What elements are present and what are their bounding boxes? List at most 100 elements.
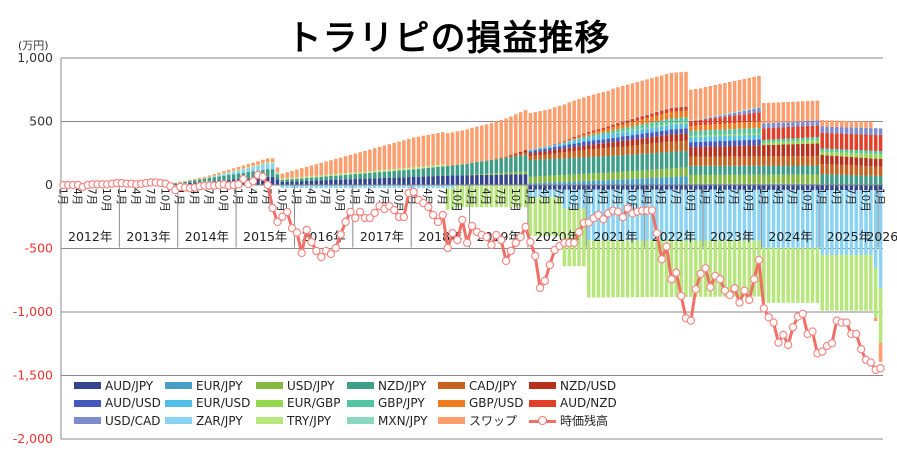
bar-スワップ	[771, 102, 776, 123]
bar-eur-jpy	[577, 181, 581, 185]
bar-usd-jpy	[528, 176, 533, 184]
bar-usd-jpy	[606, 172, 610, 181]
legend-swatch	[438, 399, 465, 407]
bar-try-jpy	[640, 240, 644, 298]
bar-eur-jpy	[674, 176, 679, 185]
bar-eur-usd	[557, 143, 562, 147]
bar-mxn-jpy	[747, 108, 751, 110]
bar-try-jpy	[309, 176, 314, 178]
bar-cad-jpy	[543, 154, 547, 160]
bar-try-jpy	[241, 168, 246, 170]
bar-usd-jpy	[664, 168, 669, 178]
bar-スワップ	[309, 165, 314, 177]
bar-nzd-jpy	[509, 157, 513, 173]
bar-aud-nzd	[635, 117, 640, 121]
line-point	[856, 345, 866, 354]
bar-スワップ	[869, 121, 873, 129]
bar-try-jpy	[421, 166, 426, 169]
bar-usd-cad	[815, 120, 820, 126]
bar-nzd-jpy	[416, 168, 421, 177]
bar-gbp-jpy	[708, 130, 713, 136]
bar-eur-jpy	[548, 182, 552, 185]
bar-usd-cad	[800, 121, 805, 127]
bar-nzd-usd	[844, 156, 849, 166]
bar-スワップ	[343, 156, 348, 174]
bar-usd-cad	[708, 117, 713, 119]
bar-try-jpy	[786, 247, 790, 303]
x-month-label: 10月	[684, 188, 696, 212]
bar-nzd-jpy	[338, 175, 343, 180]
bar-スワップ	[854, 121, 858, 128]
bar-eur-jpy	[747, 183, 751, 185]
bar-nzd-jpy	[533, 159, 537, 177]
line-point	[749, 275, 759, 284]
bar-zar-jpy	[645, 189, 649, 241]
line-point	[424, 202, 433, 212]
legend-swatch	[438, 417, 465, 424]
bar-aud-nzd	[732, 115, 737, 123]
bar-nzd-usd	[708, 146, 713, 157]
bar-nzd-jpy	[227, 174, 231, 180]
bar-eur-gbp	[776, 141, 781, 145]
x-month-label: 4月	[188, 188, 200, 205]
bar-zar-jpy	[309, 185, 314, 189]
bar-eur-gbp	[854, 153, 858, 158]
bar-gbp-usd	[747, 122, 751, 129]
bar-usd-cad	[732, 112, 737, 116]
bar-eur-usd	[596, 135, 601, 140]
bar-zar-jpy	[815, 189, 820, 248]
legend-swatch	[74, 417, 101, 424]
bar-try-jpy	[616, 240, 620, 298]
bar-usd-jpy	[479, 173, 484, 175]
bar-try-jpy	[227, 172, 231, 173]
bar-スワップ	[742, 78, 747, 110]
bar-usd-jpy	[572, 174, 576, 182]
bar-eur-jpy	[689, 183, 693, 185]
bar-スワップ	[625, 84, 630, 120]
bar-gbp-jpy	[810, 137, 815, 141]
bar-eur-usd	[591, 136, 596, 141]
bar-zar-jpy	[878, 190, 883, 288]
line-point	[808, 327, 817, 336]
bar-usd-cad	[747, 109, 751, 114]
bar-usd-jpy	[621, 171, 625, 180]
bar-eur-usd	[582, 138, 586, 142]
bar-cad-jpy	[557, 152, 562, 159]
bar-zar-jpy	[664, 189, 669, 241]
legend-item: スワップ	[438, 412, 517, 429]
bar-aud-nzd	[747, 113, 751, 123]
bar-スワップ	[504, 118, 508, 157]
bar-try-jpy	[314, 175, 319, 178]
bar-nzd-usd	[655, 136, 659, 144]
line-point	[788, 323, 798, 332]
bar-eur-gbp	[869, 153, 873, 159]
bar-eur-usd	[674, 124, 679, 130]
bar-gbp-usd	[606, 128, 610, 132]
bar-nzd-jpy	[650, 153, 654, 170]
bar-aud-jpy	[684, 185, 688, 190]
bar-gbp-jpy	[732, 129, 737, 135]
line-point	[351, 213, 360, 223]
bar-スワップ	[217, 172, 221, 175]
bar-aud-jpy	[387, 177, 392, 185]
bar-usd-cad	[844, 127, 849, 134]
bar-eur-usd	[693, 137, 698, 142]
bar-cad-jpy	[616, 146, 620, 156]
bar-nzd-usd	[878, 158, 883, 167]
bar-スワップ	[173, 182, 178, 184]
bar-try-jpy	[387, 169, 392, 172]
bar-スワップ	[348, 154, 353, 173]
bar-eur-jpy	[596, 180, 601, 185]
line-point	[317, 252, 326, 262]
bar-スワップ	[231, 168, 236, 171]
bar-aud-jpy	[567, 185, 572, 190]
bar-aud-jpy	[275, 179, 280, 185]
bar-zar-jpy	[290, 185, 294, 189]
bar-usd-jpy	[518, 171, 523, 175]
bar-usd-cad	[757, 108, 761, 113]
legend-label: MXN/JPY	[378, 413, 428, 428]
bar-try-jpy	[689, 240, 693, 297]
bar-try-jpy	[202, 178, 207, 179]
bar-usd-jpy	[805, 174, 810, 184]
bar-gbp-jpy	[835, 149, 839, 153]
